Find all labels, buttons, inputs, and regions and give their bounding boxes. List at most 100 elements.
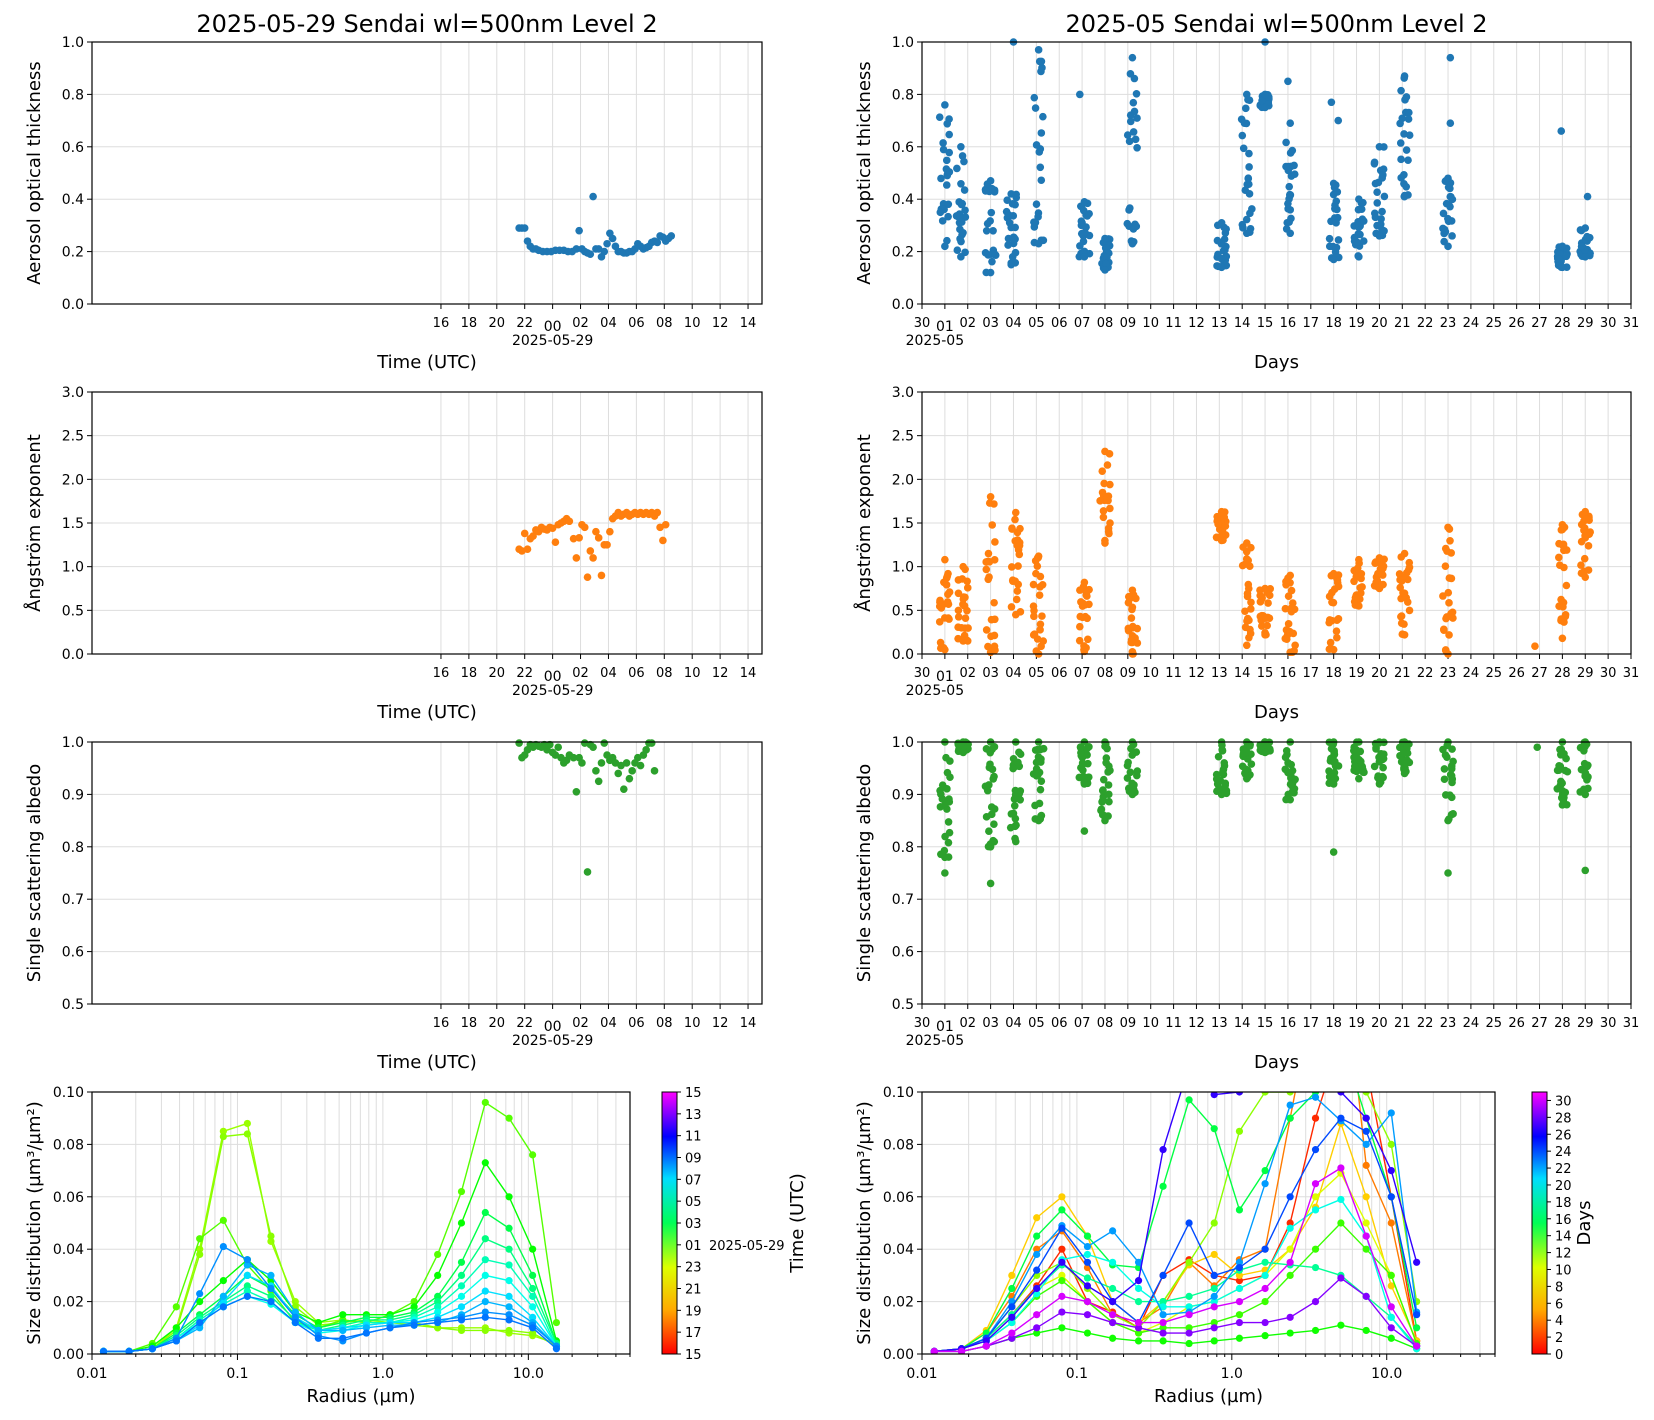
ssa-monthly-point [1327,744,1336,753]
size-daily-series-point [314,1326,322,1335]
angstrom-monthly-point [1357,569,1366,578]
angstrom-monthly-point [986,648,995,657]
ssa-monthly-point [1217,790,1226,799]
angstrom-monthly-point [1241,607,1249,616]
size-monthly-series-point [1109,1334,1117,1342]
size-monthly-series-line [934,1092,1418,1353]
angstrom-monthly-point [1015,541,1024,550]
angstrom-monthly-point [963,584,972,592]
ssa-monthly-point [1281,765,1290,774]
ssa-daily-point [554,743,563,752]
aot-monthly-point [1007,223,1015,232]
ssa-daily-point [628,767,636,775]
aot-monthly-point [1133,114,1141,122]
angstrom-monthly-point [1217,507,1226,516]
size-daily-series-point [505,1292,513,1300]
ssa-monthly-point [1449,757,1457,766]
aot-monthly-point [961,206,969,215]
size-monthly-series-point [1286,1313,1294,1321]
aot-monthly-point [1126,204,1134,212]
angstrom-monthly-point [1105,529,1113,538]
aot-monthly-point [1286,229,1295,238]
size-monthly-series-point [1210,1292,1218,1300]
aot-monthly-point [1405,131,1414,140]
angstrom-monthly-point [1106,504,1114,513]
angstrom-daily-point [520,529,529,538]
ssa-monthly-point [1440,765,1449,773]
ssa-monthly-xtick-label: 26 [1508,1016,1525,1031]
aot-monthly-point [987,208,996,217]
size-monthly-colorbar-tick-label: 16 [1555,1213,1572,1228]
ssa-monthly-xtick-label: 04 [1005,1016,1022,1031]
aot-monthly-point [1284,77,1292,86]
angstrom-daily-point [523,545,532,553]
angstrom-daily-xtick-label: 10 [684,666,701,681]
aot-monthly-point [1378,174,1386,182]
ssa-monthly-point [1286,795,1295,804]
angstrom-monthly-point [990,500,998,508]
aot-monthly-point [1355,253,1363,261]
angstrom-monthly-point [1011,610,1020,619]
size-monthly-series-point [1083,1329,1092,1337]
ssa-monthly-xtick-label: 29 [1577,1016,1594,1031]
ssa-daily-date-label: 2025-05-29 [512,1033,593,1049]
angstrom-daily-point [548,524,557,533]
angstrom-monthly-point [986,493,995,501]
size-daily-series-point [196,1235,204,1243]
ssa-monthly-point [1444,816,1452,825]
size-monthly-series-point [1210,1250,1218,1259]
size-daily-series-point [481,1098,489,1107]
ssa-monthly-point [1011,814,1020,823]
ssa-monthly-point [1123,774,1132,782]
aot-monthly-point [1354,205,1363,214]
size-daily-series-point [552,1318,561,1327]
angstrom-monthly-xtick-label: 11 [1165,666,1182,681]
aot-monthly-point [1009,233,1018,242]
angstrom-monthly-point [941,645,949,654]
ssa-monthly-point [1032,765,1041,773]
ssa-daily-xtick-label: 04 [600,1016,617,1031]
angstrom-monthly-point [982,558,990,566]
size-daily-series-point [267,1292,275,1300]
aot-monthly-point [1037,129,1046,137]
ssa-monthly-point [1283,750,1291,759]
ssa-monthly-point [990,820,998,828]
ssa-monthly-point [1287,760,1296,769]
size-daily-series-point [243,1287,251,1295]
ssa-monthly-ytick-label: 0.7 [892,892,914,908]
ssa-monthly-point [987,803,996,811]
aot-daily-ylabel: Aerosol optical thickness [24,61,45,284]
size-daily-colorbar-tick-label: 17 [685,1326,702,1341]
angstrom-monthly-point [1577,537,1586,546]
aot-monthly-date-label: 2025-05 [906,333,965,349]
size-monthly-series-point [1261,1318,1269,1327]
size-daily-series-point [529,1292,537,1300]
angstrom-monthly-xtick-label: 17 [1303,666,1320,681]
ssa-monthly-xtick-label: 17 [1303,1016,1320,1031]
size-monthly-series-point [1312,1062,1319,1069]
angstrom-monthly-xtick-label: 06 [1051,666,1068,681]
aot-daily-point [600,247,609,256]
angstrom-monthly-point [1264,599,1272,607]
ssa-monthly-point [1083,751,1091,759]
aot-daily-point [586,250,595,259]
aot-monthly-point [1282,138,1290,147]
angstrom-monthly-point [1036,626,1044,634]
size-monthly-series-point [1362,1245,1370,1253]
angstrom-monthly-point [1334,615,1343,623]
size-daily-xtick-label: 0.01 [76,1366,107,1382]
angstrom-daily-date-label: 2025-05-29 [512,683,593,699]
size-monthly-colorbar-tick-label: 20 [1555,1179,1572,1194]
angstrom-monthly-point [1405,563,1414,572]
aot-monthly-point [1080,253,1089,261]
size-monthly-series-point [1109,1311,1117,1319]
angstrom-monthly-point [1584,542,1593,550]
angstrom-monthly-xlabel: Days [1254,702,1299,723]
size-daily-colorbar-tick-label: 07 [685,1173,702,1188]
ssa-monthly-point [1379,763,1387,772]
size-monthly-series-point [1261,1298,1269,1306]
aot-monthly-xtick-label: 21 [1394,316,1411,331]
size-monthly-series-point [1235,1318,1244,1327]
size-daily-xtick-label: 10.0 [513,1366,544,1382]
ssa-monthly-point [941,832,949,841]
